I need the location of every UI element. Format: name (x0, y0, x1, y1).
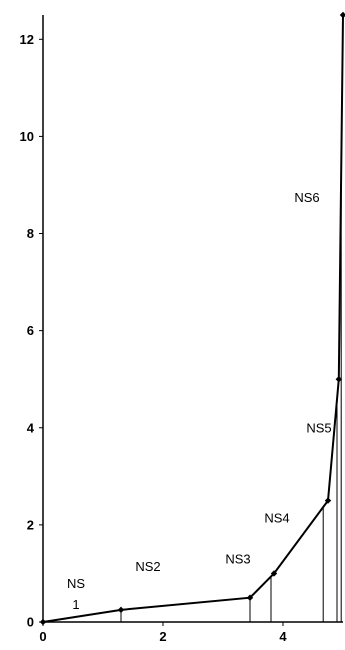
y-tick-label: 10 (20, 129, 34, 144)
region-label: NS2 (135, 559, 160, 574)
data-point (246, 594, 254, 601)
series (39, 11, 345, 626)
x-tick-label: 0 (39, 629, 46, 644)
region-label: NS (67, 576, 85, 591)
y-tick-label: 6 (27, 323, 34, 338)
series-line (42, 14, 344, 623)
y-tick-label: 4 (27, 420, 35, 435)
region-label: NS5 (306, 421, 331, 436)
region-label: 1 (72, 597, 79, 612)
y-tick-label: 2 (27, 517, 34, 532)
data-point (339, 11, 345, 19)
region-label: NS6 (294, 190, 319, 205)
data-point (270, 570, 278, 577)
data-point (335, 376, 342, 383)
region-label: NS4 (264, 510, 289, 525)
axes: 0 2 4 6 8 10 12 0 2 4 (20, 15, 343, 644)
y-tick-label: 8 (27, 226, 34, 241)
data-point (39, 618, 47, 626)
data-point (117, 606, 125, 614)
drop-lines (120, 171, 342, 622)
y-tick-label: 0 (27, 615, 34, 630)
annotations: NS 1 NS2 NS3 NS4 NS5 NS6 (67, 190, 332, 612)
x-tick-label: 2 (159, 629, 166, 644)
region-label: NS3 (225, 552, 250, 567)
x-tick-label: 4 (279, 629, 287, 644)
y-tick-label: 12 (20, 32, 34, 47)
data-point (324, 497, 332, 504)
